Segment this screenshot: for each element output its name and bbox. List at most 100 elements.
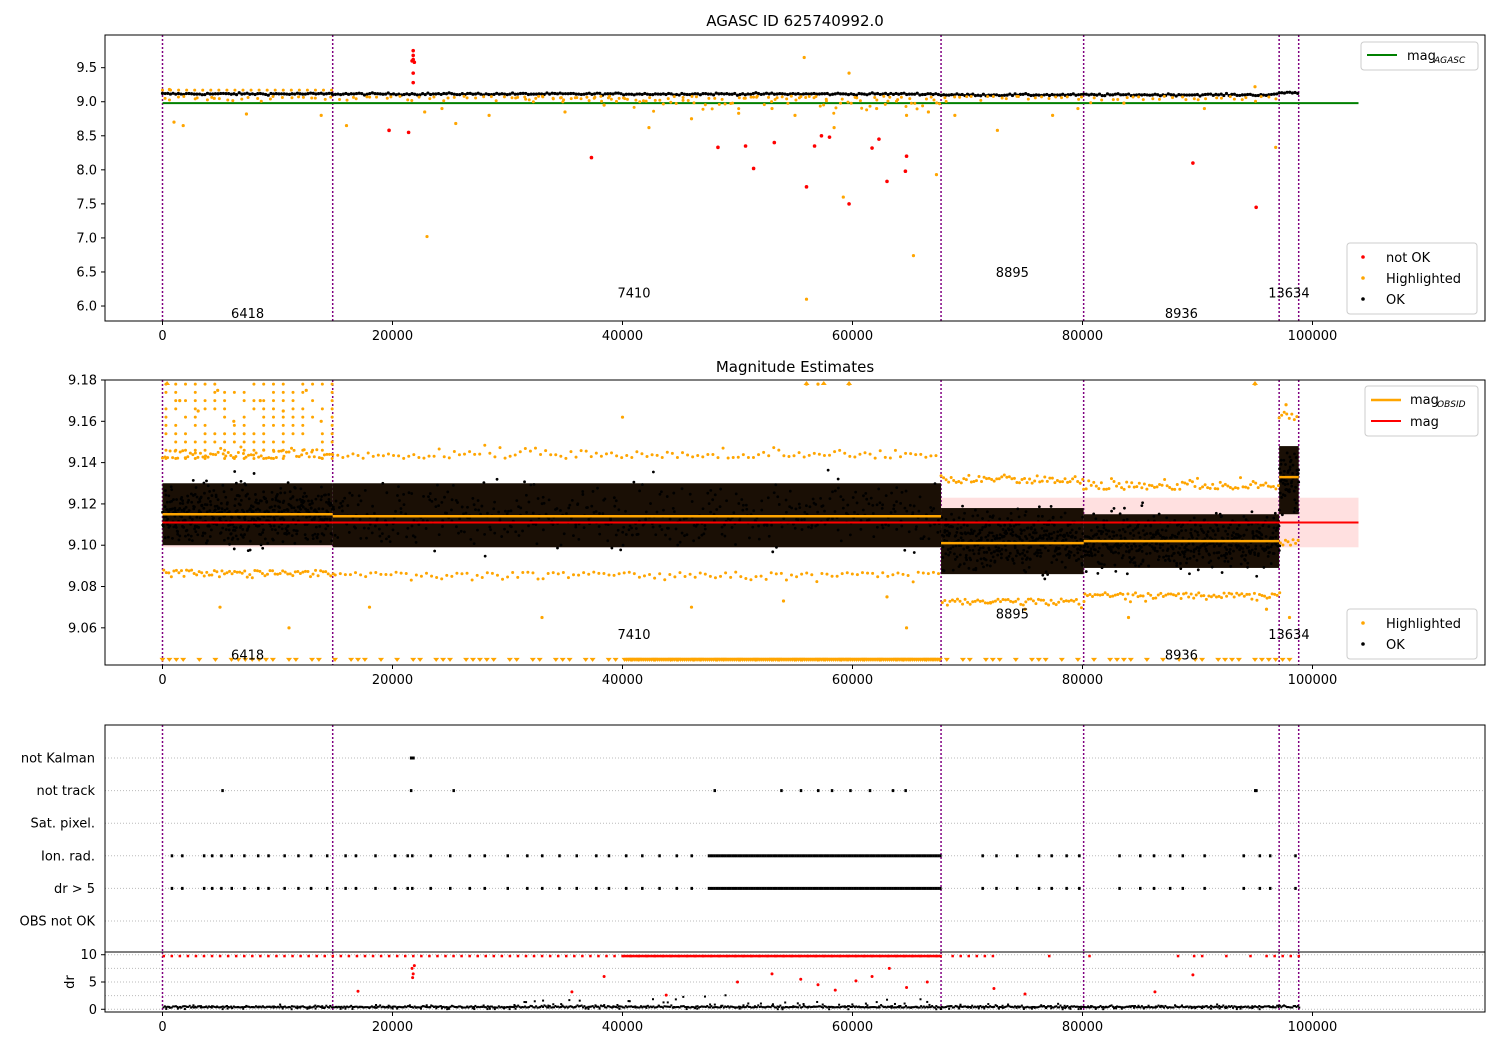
highlighted-point xyxy=(310,96,314,100)
ok-point xyxy=(1174,94,1178,98)
ok-point xyxy=(1043,546,1047,550)
ok-point xyxy=(1093,548,1097,552)
flag-point xyxy=(781,886,784,890)
highlighted-point xyxy=(213,432,217,436)
highlighted-point xyxy=(1010,477,1014,481)
ok-point xyxy=(1140,504,1144,508)
dr-ok-point xyxy=(330,1006,333,1009)
highlighted-point xyxy=(174,440,178,444)
highlighted-point xyxy=(446,96,450,100)
highlighted-point xyxy=(1247,592,1251,596)
highlighted-point xyxy=(1043,475,1047,479)
highlighted-point xyxy=(174,432,178,436)
highlighted-clipped-marker xyxy=(256,657,263,662)
highlighted-point xyxy=(200,571,204,575)
ok-point xyxy=(1119,537,1123,541)
highlighted-point xyxy=(986,94,990,98)
ok-point xyxy=(488,525,492,529)
ok-point xyxy=(455,92,459,97)
flag-point xyxy=(755,854,758,858)
flag-point xyxy=(230,854,233,858)
highlighted-point xyxy=(1111,98,1115,102)
flag-point xyxy=(409,789,413,793)
ok-point xyxy=(956,527,959,530)
ok-point xyxy=(770,91,774,95)
ok-point xyxy=(1203,92,1207,97)
dr-ok-point xyxy=(939,1006,942,1009)
highlighted-point xyxy=(320,432,324,436)
ok-point xyxy=(241,535,245,539)
ok-point xyxy=(1244,544,1248,547)
ok-point xyxy=(272,508,276,512)
flag-point xyxy=(1203,886,1206,890)
flag-point xyxy=(1294,886,1297,890)
highlighted-point xyxy=(177,571,181,575)
highlighted-point xyxy=(385,96,389,100)
highlighted-point xyxy=(1274,145,1278,149)
ok-point xyxy=(282,509,286,512)
highlighted-point xyxy=(743,96,747,100)
ok-point xyxy=(807,525,810,529)
highlighted-point xyxy=(653,98,657,102)
ok-point xyxy=(208,92,212,96)
top-lower-legend-marker xyxy=(1361,276,1365,280)
highlighted-point xyxy=(281,569,285,573)
ok-point xyxy=(308,502,312,506)
highlighted-point xyxy=(223,415,227,419)
ok-point xyxy=(176,530,180,534)
ok-point xyxy=(978,531,982,535)
flag-point xyxy=(722,854,725,858)
ok-point xyxy=(786,92,790,97)
dr-ok-point xyxy=(1023,1006,1026,1009)
ok-point xyxy=(926,92,930,96)
ok-point xyxy=(1080,555,1083,559)
ok-point xyxy=(1105,92,1110,96)
highlighted-point xyxy=(1063,477,1067,481)
dr-ok-point xyxy=(192,1006,195,1009)
ok-point xyxy=(1116,543,1120,547)
ok-point xyxy=(871,511,875,515)
ok-point xyxy=(280,527,284,531)
dr-ok-point xyxy=(203,1006,206,1009)
highlighted-point xyxy=(435,575,439,579)
top-xtick-label: 40000 xyxy=(602,329,643,344)
highlighted-point xyxy=(262,382,266,386)
ok-point xyxy=(427,495,430,499)
ok-point xyxy=(224,495,228,499)
highlighted-point xyxy=(306,569,310,573)
highlighted-point xyxy=(246,96,250,100)
highlighted-point xyxy=(632,572,636,576)
dr-ok-point xyxy=(288,1005,291,1008)
ok-point xyxy=(998,517,1002,521)
highlighted-point xyxy=(1245,592,1249,596)
highlighted-point xyxy=(1207,594,1211,598)
highlighted-point xyxy=(786,101,790,105)
flag-point xyxy=(786,886,789,890)
dr-ok-point xyxy=(750,1006,753,1009)
highlighted-point xyxy=(1104,487,1108,491)
highlighted-point xyxy=(330,432,334,436)
highlighted-point xyxy=(297,88,301,92)
dr-ok-point xyxy=(526,1006,529,1009)
ok-point xyxy=(1061,92,1065,96)
ok-point xyxy=(178,501,182,505)
highlighted-point xyxy=(271,423,275,427)
highlighted-clipped-marker xyxy=(378,657,384,662)
highlighted-point xyxy=(711,452,715,456)
ok-point xyxy=(311,534,315,537)
ok-point xyxy=(198,500,202,503)
dr-ok-point xyxy=(165,1006,168,1009)
ok-point xyxy=(407,491,411,495)
highlighted-point xyxy=(1131,95,1135,99)
ok-point xyxy=(178,534,182,538)
ok-point xyxy=(1280,478,1284,481)
dr-ok-point xyxy=(689,1006,692,1009)
highlighted-clipped-marker xyxy=(1074,657,1081,662)
highlighted-point xyxy=(754,575,758,579)
ok-point xyxy=(1238,93,1242,98)
highlighted-point xyxy=(818,104,822,108)
highlighted-point xyxy=(311,399,315,403)
flag-point xyxy=(733,854,736,858)
ok-point xyxy=(1100,93,1104,98)
ok-point xyxy=(326,510,330,514)
